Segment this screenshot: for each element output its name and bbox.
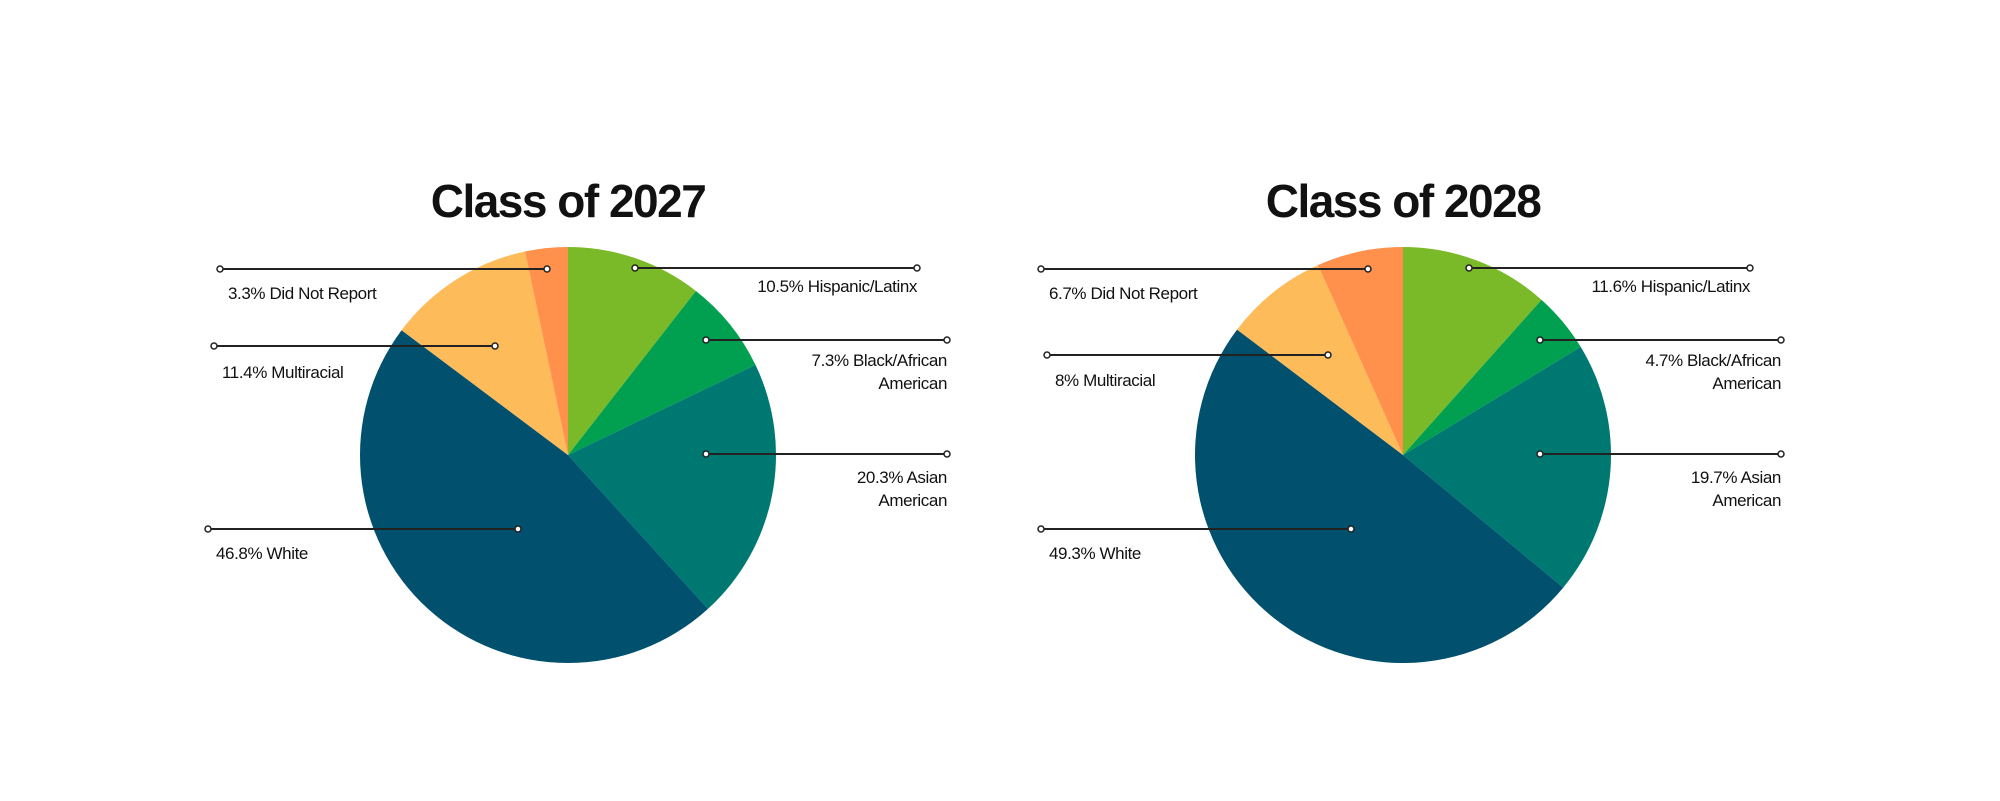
data-label: 6.7% Did Not Report [1049,284,1198,303]
pie-slice-multiracial [1237,265,1403,455]
data-label: 49.3% White [1049,544,1141,563]
pie-slice-black-african-american [1403,299,1581,455]
pie-slice-white [360,330,708,663]
data-label: 7.3% Black/African [812,351,947,370]
leader-line [631,264,921,272]
leader-line [1536,336,1785,344]
pie-slice-hispanic-latinx [568,247,696,455]
pie-slice-asian-american [1403,346,1612,588]
data-label: 8% Multiracial [1055,371,1155,390]
chart-title: Class of 2028 [1266,175,1541,227]
leader-line [204,525,522,533]
pie-slice-did-not-report [525,247,568,455]
leader-line [1536,450,1785,458]
pie-chart-2: Class of 2028 11.6% Hispanic/Latinx 4.7% B… [1037,175,1785,664]
leader-line [1037,525,1355,533]
leader-line [1043,351,1332,359]
data-label: 4.7% Black/African [1646,351,1781,370]
data-label: 11.6% Hispanic/Latinx [1591,277,1750,296]
leader-line [702,336,951,344]
pie-slice-multiracial [401,251,568,455]
data-label: 20.3% Asian [857,468,947,487]
data-label: 11.4% Multiracial [222,363,343,382]
pie-slice-hispanic-latinx [1403,247,1542,455]
data-label: American [878,374,947,393]
leader-line [1037,265,1372,273]
pie-slice-asian-american [568,364,776,609]
leader-line [702,450,951,458]
data-label: 10.5% Hispanic/Latinx [757,277,918,296]
pie-slice-white [1194,329,1564,664]
data-label: 46.8% White [216,544,308,563]
pie-slice-black-african-american [568,290,756,455]
data-label: American [1712,491,1781,510]
data-label: 3.3% Did Not Report [228,284,377,303]
pie-chart-1: Class of 2027 10.5% Hispanic/Latinx 7.3% B… [204,175,951,663]
data-label: 19.7% Asian [1691,468,1781,487]
leader-line [210,342,499,350]
data-label: American [878,491,947,510]
leader-line [1465,264,1754,272]
leader-line [216,265,551,273]
data-label: American [1712,374,1781,393]
chart-title: Class of 2027 [431,175,706,227]
pie-slice-did-not-report [1318,247,1403,455]
